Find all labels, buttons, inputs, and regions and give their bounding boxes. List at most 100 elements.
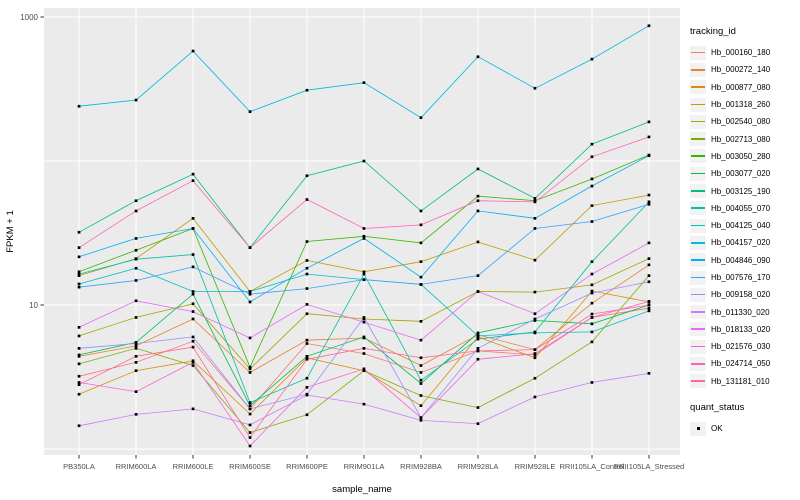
legend-entry: Hb_007576_170 [690,269,798,286]
data-point [533,290,537,294]
data-point [77,392,81,396]
data-point [590,142,594,146]
data-point [248,367,252,371]
data-point [248,371,252,374]
legend-entry: Hb_004846_090 [690,252,798,269]
data-point [362,352,366,355]
data-point [647,257,651,260]
data-point [248,444,252,448]
data-point [419,260,423,263]
data-point [77,347,81,350]
data-point [77,282,81,286]
data-point [476,334,480,338]
legend-key-line-icon [690,45,706,60]
data-point [134,347,138,350]
data-point [77,326,81,329]
data-point [647,280,651,284]
legend-key-line-icon [690,184,706,199]
data-point [305,272,309,276]
data-point [134,237,138,240]
legend-entry-label: Hb_004157_020 [711,238,771,248]
data-point [248,407,252,411]
legend-entry-label: Hb_007576_170 [711,273,771,282]
series-points-Hb_011330_020 [77,372,651,428]
legend-key-line-icon [690,339,706,354]
data-point [419,371,423,374]
legend-entry-label: Hb_003077_020 [711,169,771,179]
data-point [647,372,651,375]
data-point [305,338,309,342]
data-point [191,265,195,269]
data-point [305,198,309,201]
data-point [77,255,81,259]
data-point [647,274,651,277]
legend-title-quant-status: quant_status [690,401,745,413]
legend-key-line-icon [690,253,706,268]
legend-entry: Hb_009158_020 [690,286,798,303]
data-point [476,194,480,198]
legend: tracking_id Hb_000160_180 Hb_000272_140 Hb… [690,26,798,437]
legend-entry: Hb_004125_040 [690,217,798,234]
data-point [362,402,366,406]
data-point [77,374,81,378]
data-point [305,376,309,380]
data-point [647,300,651,303]
data-point [248,401,252,404]
data-point [191,217,195,220]
data-point [647,135,651,139]
data-point [191,290,195,293]
data-point [533,200,537,204]
legend-entry: Hb_011330_020 [690,303,798,320]
data-point [305,88,309,92]
data-point [305,312,309,316]
data-point [134,361,138,364]
data-point [362,227,366,230]
data-point [191,317,195,321]
data-point [419,209,423,213]
data-point [533,258,537,262]
y-axis-title: FPKM + 1 [5,210,16,253]
data-point [419,116,423,119]
legend-entry: Hb_003050_280 [690,148,798,165]
data-point [419,241,423,245]
x-tick-label: RRIM901LA [344,462,385,471]
legend-key-line-icon [690,305,706,320]
data-point [305,356,309,360]
panel-background [44,8,680,455]
legend-entry: Hb_001318_260 [690,96,798,113]
data-point [590,381,594,384]
data-point [590,291,594,295]
data-point [647,241,651,245]
data-point [305,174,309,178]
data-point [476,422,480,425]
data-point [362,347,366,350]
data-point [248,300,252,304]
data-point [533,86,537,90]
data-point [419,378,423,382]
data-point [134,344,138,348]
data-point [191,292,195,296]
data-point [248,423,252,427]
data-point [419,419,423,422]
legend-key-line-icon [690,149,706,164]
data-point [248,110,252,113]
legend-entry-label: Hb_000160_180 [711,48,771,58]
data-point [191,339,195,343]
x-tick-label: RRIM928LA [458,462,499,471]
data-point [77,285,81,289]
legend-entry-label: Hb_004125_040 [711,221,771,231]
data-point [419,283,423,286]
data-point [77,270,81,274]
x-tick-label: RRIM600SE [229,462,271,471]
data-point [362,81,366,84]
x-tick-label: RRIM600PE [286,462,328,471]
data-point [191,253,195,256]
data-point [362,272,366,276]
legend-key-line-icon [690,235,706,250]
data-point [647,203,651,206]
series-points-Hb_004846_090 [77,154,651,304]
data-point [647,154,651,157]
data-point [134,248,138,252]
